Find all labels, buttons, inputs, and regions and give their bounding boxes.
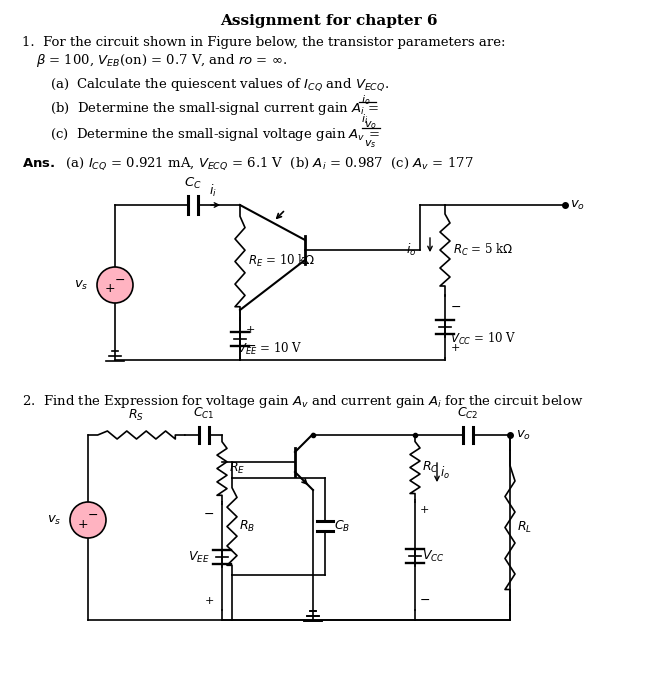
Text: $R_E$: $R_E$ (229, 461, 245, 475)
Text: +: + (420, 505, 430, 515)
Text: $V_{CC}$ = 10 V: $V_{CC}$ = 10 V (450, 331, 517, 347)
Text: $C_{C2}$: $C_{C2}$ (457, 406, 478, 421)
Text: $i_o$: $i_o$ (440, 465, 450, 481)
Text: +: + (451, 343, 461, 353)
Text: (c)  Determine the small-signal voltage gain $A_v$ =: (c) Determine the small-signal voltage g… (50, 126, 380, 143)
Text: 2.  Find the Expression for voltage gain $A_v$ and current gain $A_i$ for the ci: 2. Find the Expression for voltage gain … (22, 393, 583, 410)
Text: $v_o$: $v_o$ (570, 199, 585, 211)
Text: −: − (246, 340, 256, 353)
Text: +: + (246, 325, 256, 335)
Text: $R_S$: $R_S$ (128, 408, 144, 423)
Text: +: + (78, 517, 88, 531)
Text: $v_o$: $v_o$ (364, 119, 377, 131)
Text: (b)  Determine the small-signal current gain $A_i$ =: (b) Determine the small-signal current g… (50, 100, 379, 117)
Text: −: − (204, 508, 214, 521)
Circle shape (70, 502, 106, 538)
Text: $i_o$: $i_o$ (405, 242, 416, 258)
Text: $V_{CC}$: $V_{CC}$ (422, 549, 445, 564)
Text: $C_C$: $C_C$ (184, 176, 202, 191)
Circle shape (97, 267, 133, 303)
Text: $\beta$ = 100, $V_{EB}$(on) = 0.7 V, and $ro$ = $\infty$.: $\beta$ = 100, $V_{EB}$(on) = 0.7 V, and… (36, 52, 287, 69)
Text: −: − (115, 274, 125, 286)
Text: $R_C$ = 5 k$\Omega$: $R_C$ = 5 k$\Omega$ (453, 242, 513, 258)
Text: $V_{EE}$: $V_{EE}$ (188, 550, 210, 564)
Text: +: + (205, 596, 214, 606)
Text: Assignment for chapter 6: Assignment for chapter 6 (220, 14, 438, 28)
Text: $R_L$: $R_L$ (517, 519, 532, 535)
Text: +: + (105, 283, 115, 295)
Text: −: − (420, 594, 430, 607)
Text: $R_B$: $R_B$ (239, 519, 255, 533)
Text: 1.  For the circuit shown in Figure below, the transistor parameters are:: 1. For the circuit shown in Figure below… (22, 36, 505, 49)
Text: $i_o$: $i_o$ (361, 93, 370, 107)
Text: $C_B$: $C_B$ (334, 519, 350, 533)
Text: $i_i$: $i_i$ (361, 112, 368, 126)
Text: $\mathbf{Ans.}$  (a) $I_{CQ}$ = 0.921 mA, $V_{ECQ}$ = 6.1 V  (b) $A_i$ = 0.987  : $\mathbf{Ans.}$ (a) $I_{CQ}$ = 0.921 mA,… (22, 155, 474, 172)
Text: $C_{C1}$: $C_{C1}$ (193, 406, 215, 421)
Text: $v_o$: $v_o$ (516, 428, 531, 442)
Text: $V_{EE}$ = 10 V: $V_{EE}$ = 10 V (237, 341, 302, 357)
Text: −: − (451, 301, 461, 314)
Text: (a)  Calculate the quiescent values of $I_{CQ}$ and $V_{ECQ}$.: (a) Calculate the quiescent values of $I… (50, 76, 389, 92)
Text: $i_i$: $i_i$ (209, 183, 217, 199)
Text: −: − (88, 508, 98, 522)
Text: $v_s$: $v_s$ (47, 514, 61, 526)
Text: $R_E$ = 10 k$\Omega$: $R_E$ = 10 k$\Omega$ (248, 253, 316, 269)
Text: $v_s$: $v_s$ (364, 138, 376, 150)
Text: $R_C$: $R_C$ (422, 459, 439, 475)
Text: $v_s$: $v_s$ (74, 279, 88, 291)
